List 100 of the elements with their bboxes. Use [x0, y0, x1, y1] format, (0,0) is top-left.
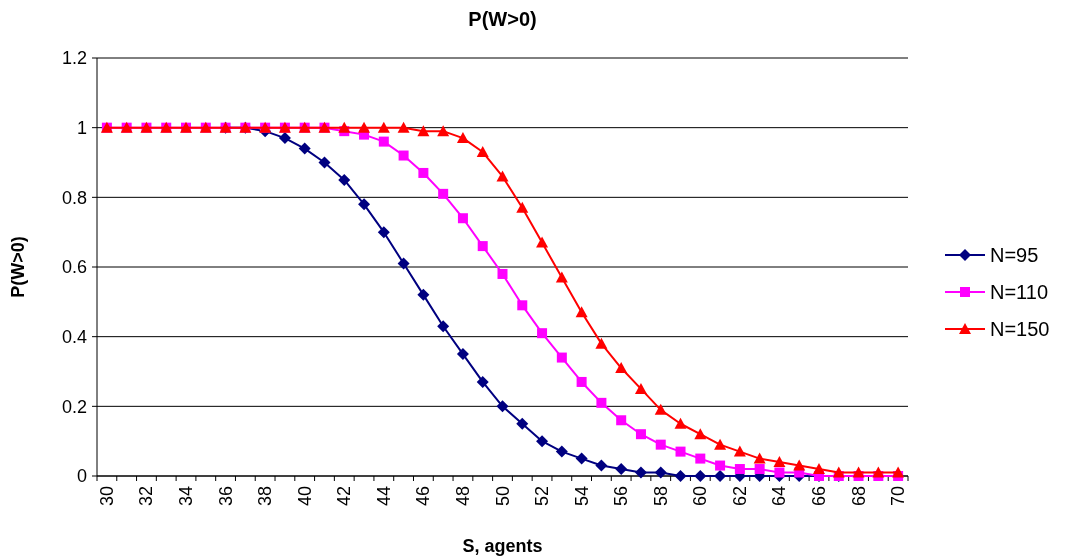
point — [476, 146, 489, 158]
point — [437, 320, 450, 333]
x-tick-label: 68 — [848, 486, 869, 507]
y-axis-title: P(W>0) — [8, 236, 28, 298]
x-tick-label: 30 — [96, 486, 117, 507]
point — [457, 213, 468, 224]
point — [377, 121, 390, 133]
point — [754, 464, 765, 475]
point — [476, 375, 489, 388]
point — [635, 429, 646, 440]
point — [318, 156, 331, 169]
point — [338, 121, 351, 133]
point — [556, 352, 567, 363]
legend-label: N=150 — [990, 318, 1050, 340]
x-tick-label: 32 — [136, 486, 157, 507]
x-tick-label: 34 — [176, 486, 197, 507]
point — [734, 464, 745, 475]
y-tick-label: 0.4 — [61, 326, 87, 347]
point — [417, 288, 430, 301]
x-axis-title: S, agents — [462, 536, 543, 556]
point — [733, 445, 746, 457]
point — [398, 150, 409, 161]
point — [516, 417, 529, 430]
point — [872, 466, 885, 478]
point — [575, 452, 588, 465]
point — [298, 142, 311, 155]
point — [378, 136, 389, 147]
point — [674, 470, 687, 482]
x-tick-label: 52 — [532, 486, 553, 507]
chart-title: P(W>0) — [468, 8, 537, 30]
point — [695, 453, 706, 464]
x-tick-label: 56 — [611, 486, 632, 507]
x-tick-label: 46 — [413, 486, 434, 507]
x-tick-label: 54 — [571, 486, 592, 507]
x-tick-label: 42 — [334, 486, 355, 507]
x-tick-label: 36 — [215, 486, 236, 507]
y-tick-label: 1.2 — [61, 48, 87, 69]
point — [675, 446, 686, 457]
point — [536, 435, 549, 448]
point — [852, 466, 865, 478]
x-tick-label: 50 — [492, 486, 513, 507]
x-tick-label: 44 — [373, 486, 394, 507]
point — [576, 376, 587, 387]
point — [892, 466, 905, 478]
x-tick-label: 70 — [888, 486, 909, 507]
point — [397, 121, 410, 133]
point — [338, 173, 351, 186]
x-tick-label: 66 — [808, 486, 829, 507]
point — [655, 439, 666, 450]
point — [278, 132, 291, 145]
point — [418, 167, 429, 178]
point — [496, 170, 509, 182]
point — [417, 125, 430, 137]
point — [536, 236, 549, 248]
point — [714, 438, 727, 450]
point — [497, 268, 508, 279]
point — [715, 460, 726, 471]
point — [537, 328, 548, 339]
point — [694, 470, 707, 482]
x-tick-label: 64 — [769, 486, 790, 507]
point — [555, 271, 568, 283]
x-tick-label: 38 — [255, 486, 276, 507]
point — [555, 445, 568, 458]
point — [477, 241, 488, 252]
point — [793, 459, 806, 471]
point — [437, 125, 450, 137]
legend-label: N=95 — [990, 244, 1039, 266]
x-tick-label: 62 — [729, 486, 750, 507]
point — [773, 456, 786, 468]
point — [654, 403, 667, 415]
point — [516, 201, 529, 213]
point — [438, 188, 449, 199]
y-tick-label: 0.2 — [61, 396, 87, 417]
point — [634, 382, 647, 394]
point — [753, 452, 766, 464]
point — [358, 121, 371, 133]
point — [575, 306, 588, 318]
point — [358, 198, 371, 211]
y-tick-label: 1 — [76, 117, 87, 138]
x-tick-label: 58 — [650, 486, 671, 507]
point — [595, 337, 608, 349]
point — [496, 400, 509, 413]
point — [694, 428, 707, 440]
point — [377, 226, 390, 239]
legend-label: N=110 — [990, 281, 1049, 303]
point — [615, 362, 628, 374]
point — [616, 415, 627, 426]
point — [595, 459, 608, 472]
point — [832, 466, 845, 478]
point — [774, 467, 785, 478]
point — [456, 348, 469, 361]
point — [654, 466, 667, 479]
x-tick-label: 60 — [690, 486, 711, 507]
point — [812, 463, 825, 475]
point — [596, 397, 607, 408]
point — [397, 257, 410, 270]
point — [674, 417, 687, 429]
y-tick-label: 0.6 — [61, 257, 87, 278]
x-tick-label: 48 — [452, 486, 473, 507]
y-tick-label: 0.8 — [61, 187, 87, 208]
